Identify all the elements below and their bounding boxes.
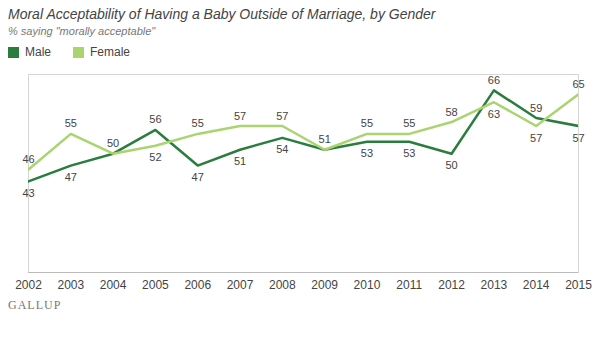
- svg-text:2004: 2004: [100, 278, 127, 292]
- svg-text:55: 55: [65, 117, 77, 129]
- svg-text:56: 56: [149, 113, 161, 125]
- svg-text:2012: 2012: [438, 278, 465, 292]
- svg-text:57: 57: [276, 110, 288, 122]
- svg-text:2005: 2005: [142, 278, 169, 292]
- svg-text:66: 66: [488, 74, 500, 86]
- svg-text:46: 46: [22, 153, 34, 165]
- svg-text:55: 55: [403, 117, 415, 129]
- svg-text:2014: 2014: [523, 278, 550, 292]
- svg-text:50: 50: [107, 137, 119, 149]
- svg-text:55: 55: [192, 117, 204, 129]
- svg-text:2013: 2013: [481, 278, 508, 292]
- svg-text:2002: 2002: [15, 278, 42, 292]
- svg-text:2010: 2010: [354, 278, 381, 292]
- svg-text:59: 59: [530, 102, 542, 114]
- svg-text:53: 53: [361, 147, 373, 159]
- html-text:GALLUP: GALLUP: [8, 298, 62, 312]
- svg-text:2008: 2008: [269, 278, 296, 292]
- svg-text:2015: 2015: [565, 278, 592, 292]
- svg-text:57: 57: [530, 132, 542, 144]
- svg-text:58: 58: [445, 106, 457, 118]
- svg-text:57: 57: [572, 132, 584, 144]
- svg-text:2011: 2011: [396, 278, 422, 292]
- html-text:% saying "morally acceptable": % saying "morally acceptable": [8, 25, 156, 37]
- svg-text:51: 51: [234, 155, 246, 167]
- svg-text:2007: 2007: [227, 278, 254, 292]
- svg-text:52: 52: [149, 151, 161, 163]
- svg-text:43: 43: [22, 187, 34, 199]
- svg-text:51: 51: [319, 133, 331, 145]
- svg-text:2006: 2006: [184, 278, 211, 292]
- svg-text:65: 65: [572, 78, 584, 90]
- html-text:Moral Acceptability of Having: Moral Acceptability of Having a Baby Out…: [8, 6, 436, 22]
- html-text:Male: Male: [25, 45, 51, 59]
- html-text:Female: Female: [90, 45, 130, 59]
- svg-text:47: 47: [192, 171, 204, 183]
- svg-text:55: 55: [361, 117, 373, 129]
- svg-text:57: 57: [234, 110, 246, 122]
- svg-text:53: 53: [403, 147, 415, 159]
- svg-text:63: 63: [488, 108, 500, 120]
- svg-text:54: 54: [276, 143, 288, 155]
- svg-text:47: 47: [65, 171, 77, 183]
- svg-text:50: 50: [445, 159, 457, 171]
- svg-text:2009: 2009: [311, 278, 338, 292]
- svg-text:2003: 2003: [57, 278, 84, 292]
